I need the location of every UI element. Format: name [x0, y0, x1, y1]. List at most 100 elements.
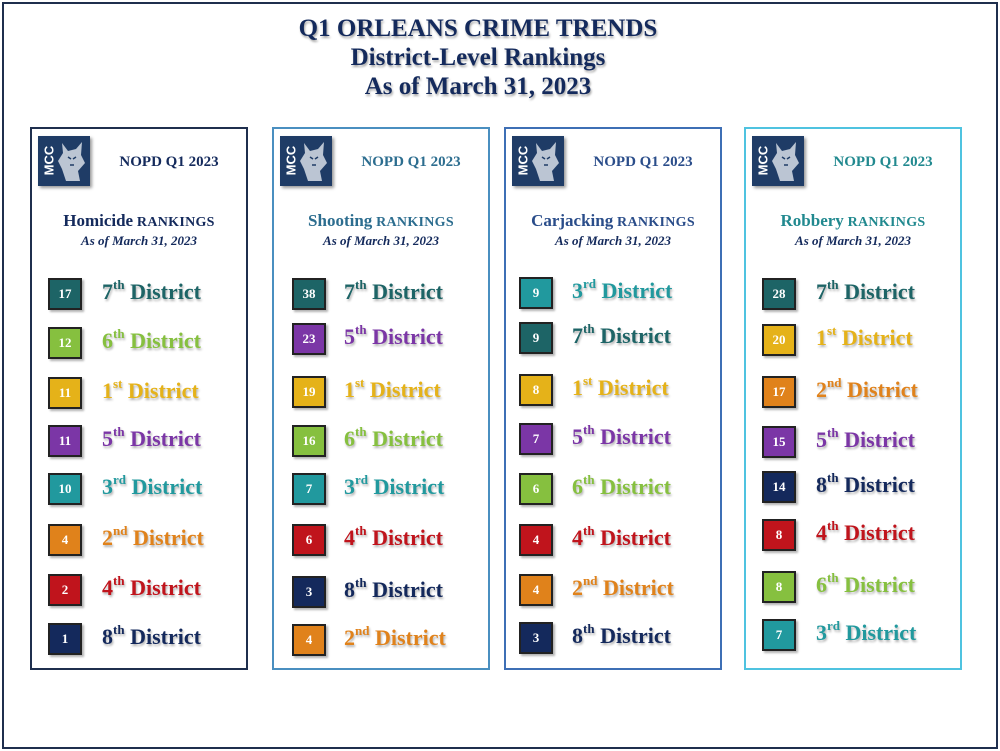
- mcc-logo-text: MCC: [41, 145, 57, 176]
- count-badge: 7: [762, 619, 796, 651]
- rankings-title: Carjacking RANKINGS: [506, 211, 720, 231]
- count-badge: 15: [762, 426, 796, 458]
- ranking-row: 11 5th District: [32, 424, 246, 459]
- wolf-icon: [58, 142, 85, 181]
- ranking-row: 4 2nd District: [506, 573, 720, 608]
- mcc-logo-text: MCC: [755, 145, 771, 176]
- as-of-date: As of March 31, 2023: [555, 233, 671, 248]
- wolf-icon: [300, 142, 327, 181]
- nopd-label: NOPD Q1 2023: [833, 154, 933, 170]
- count-badge: 9: [519, 277, 553, 309]
- as-of-date: As of March 31, 2023: [81, 233, 197, 248]
- count-badge: 23: [292, 323, 326, 355]
- ranking-row: 10 3rd District: [32, 472, 246, 507]
- district-name: 4th District: [572, 523, 671, 550]
- panel-carjacking: MCC NOPD Q1 2023 Carjacking RANKINGS As of …: [504, 127, 722, 670]
- district-name: 1st District: [816, 323, 913, 350]
- district-name: 8th District: [102, 622, 201, 649]
- rankings-word: RANKINGS: [372, 215, 454, 230]
- district-name: 5th District: [572, 422, 671, 449]
- ranking-row: 8 1st District: [506, 373, 720, 408]
- title-line-3: As of March 31, 2023: [364, 73, 592, 100]
- count-badge: 4: [519, 574, 553, 606]
- district-name: 2nd District: [572, 573, 674, 600]
- count-badge: 8: [762, 571, 796, 603]
- count-badge: 12: [48, 327, 82, 359]
- district-name: 2nd District: [102, 523, 204, 550]
- rankings-word: RANKINGS: [843, 215, 926, 230]
- ranking-row: 7 3rd District: [746, 618, 960, 653]
- ranking-row: 38 7th District: [274, 277, 488, 312]
- district-name: 6th District: [572, 472, 671, 499]
- count-badge: 3: [519, 622, 553, 654]
- district-name: 2nd District: [344, 623, 446, 650]
- count-badge: 7: [292, 473, 326, 505]
- count-badge: 14: [762, 471, 796, 503]
- district-name: 4th District: [344, 523, 443, 550]
- nopd-label: NOPD Q1 2023: [119, 154, 219, 170]
- rankings-word: RANKINGS: [613, 215, 695, 230]
- count-badge: 6: [292, 524, 326, 556]
- district-name: 6th District: [816, 570, 915, 597]
- mcc-logo-text: MCC: [283, 145, 299, 176]
- ranking-row: 9 7th District: [506, 321, 720, 356]
- district-name: 7th District: [816, 277, 915, 304]
- ranking-row: 17 7th District: [32, 277, 246, 312]
- ranking-row: 1 8th District: [32, 622, 246, 657]
- count-badge: 11: [48, 377, 82, 409]
- ranking-row: 14 8th District: [746, 470, 960, 505]
- ranking-row: 4 4th District: [506, 523, 720, 558]
- crime-type: Robbery: [780, 211, 844, 230]
- district-name: 8th District: [816, 470, 915, 497]
- rankings-word: RANKINGS: [133, 215, 215, 230]
- district-name: 8th District: [344, 575, 443, 602]
- district-name: 6th District: [102, 326, 201, 353]
- mcc-logo: MCC: [280, 136, 332, 186]
- crime-type: Homicide: [63, 211, 134, 230]
- ranking-row: 8 4th District: [746, 518, 960, 553]
- mcc-logo: MCC: [512, 136, 564, 186]
- ranking-row: 3 8th District: [274, 575, 488, 610]
- count-badge: 1: [48, 623, 82, 655]
- district-name: 1st District: [572, 373, 669, 400]
- panel-shooting: MCC NOPD Q1 2023 Shooting RANKINGS As of Ma…: [272, 127, 490, 670]
- district-name: 5th District: [816, 425, 915, 452]
- ranking-row: 28 7th District: [746, 277, 960, 312]
- district-name: 1st District: [344, 375, 441, 402]
- district-name: 7th District: [572, 321, 671, 348]
- count-badge: 16: [292, 425, 326, 457]
- count-badge: 38: [292, 278, 326, 310]
- crime-type: Carjacking: [531, 211, 614, 230]
- rankings-title: Shooting RANKINGS: [274, 211, 488, 231]
- ranking-row: 4 2nd District: [274, 623, 488, 658]
- ranking-row: 20 1st District: [746, 323, 960, 358]
- crime-type: Shooting: [308, 211, 373, 230]
- count-badge: 8: [762, 519, 796, 551]
- count-badge: 28: [762, 278, 796, 310]
- ranking-row: 11 1st District: [32, 376, 246, 411]
- rankings-title: Homicide RANKINGS: [32, 211, 246, 231]
- district-name: 4th District: [102, 573, 201, 600]
- count-badge: 4: [519, 524, 553, 556]
- district-name: 4th District: [816, 518, 915, 545]
- ranking-row: 2 4th District: [32, 573, 246, 608]
- panel-homicide: MCC NOPD Q1 2023 Homicide RANKINGS As of Ma…: [30, 127, 248, 670]
- count-badge: 17: [762, 376, 796, 408]
- ranking-row: 19 1st District: [274, 375, 488, 410]
- as-of-date: As of March 31, 2023: [323, 233, 439, 248]
- ranking-row: 6 6th District: [506, 472, 720, 507]
- district-name: 5th District: [344, 322, 443, 349]
- count-badge: 4: [292, 624, 326, 656]
- count-badge: 17: [48, 278, 82, 310]
- count-badge: 6: [519, 473, 553, 505]
- ranking-row: 17 2nd District: [746, 375, 960, 410]
- count-badge: 8: [519, 374, 553, 406]
- rankings-title: Robbery RANKINGS: [746, 211, 960, 231]
- ranking-row: 12 6th District: [32, 326, 246, 361]
- as-of-date: As of March 31, 2023: [795, 233, 911, 248]
- wolf-icon: [532, 142, 559, 181]
- district-name: 3rd District: [816, 618, 917, 645]
- district-name: 7th District: [102, 277, 201, 304]
- district-name: 7th District: [344, 277, 443, 304]
- title-line-1: Q1 ORLEANS CRIME TRENDS: [298, 15, 658, 42]
